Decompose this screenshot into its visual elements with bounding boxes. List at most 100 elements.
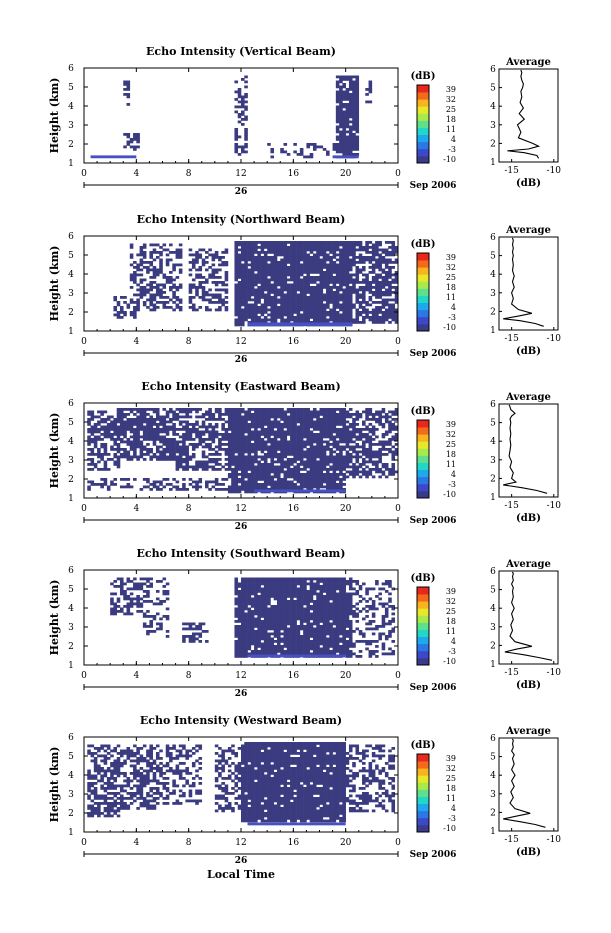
echo-cell: [254, 261, 258, 264]
echo-cell: [248, 473, 252, 476]
echo-cell: [257, 431, 261, 434]
echo-cell: [264, 311, 268, 314]
colorbar-tick-label: 25: [446, 273, 456, 282]
echo-cell: [342, 76, 346, 79]
echo-cell: [215, 478, 219, 481]
echo-cell: [140, 448, 144, 451]
colorbar-segment: [417, 420, 429, 427]
echo-cell: [192, 481, 196, 484]
echo-cell: [339, 423, 343, 426]
echo-cell: [254, 244, 258, 247]
echo-cell: [352, 91, 356, 94]
echo-cell: [182, 416, 186, 419]
echo-cell: [192, 466, 196, 469]
echo-cell: [369, 86, 373, 89]
echo-cell: [212, 431, 216, 434]
echo-cell: [270, 301, 274, 304]
echo-cell: [179, 451, 183, 454]
echo-cell: [254, 466, 258, 469]
echo-cell: [372, 416, 376, 419]
echo-cell: [228, 423, 232, 426]
echo-cell: [320, 241, 324, 244]
echo-cell: [156, 580, 160, 583]
echo-cell: [244, 585, 248, 588]
echo-cell: [270, 446, 274, 449]
echo-cell: [156, 628, 160, 631]
echo-cell: [215, 446, 219, 449]
echo-cell: [270, 451, 274, 454]
echo-cell: [234, 653, 238, 656]
echo-cell: [149, 458, 153, 461]
echo-cell: [264, 254, 268, 257]
echo-cell: [241, 279, 245, 282]
echo-cell: [349, 76, 353, 79]
echo-cell: [339, 478, 343, 481]
echo-cell: [300, 299, 304, 302]
echo-cell: [169, 279, 173, 282]
echo-cell: [323, 256, 327, 259]
echo-cell: [313, 299, 317, 302]
echo-cell: [323, 461, 327, 464]
echo-cell: [172, 446, 176, 449]
echo-cell: [91, 461, 95, 464]
echo-cell: [244, 118, 248, 121]
echo-cell: [297, 451, 301, 454]
echo-cell: [375, 241, 379, 244]
echo-cell: [342, 133, 346, 136]
echo-cell: [290, 471, 294, 474]
echo-cell: [257, 291, 261, 294]
echo-cell: [234, 269, 238, 272]
echo-cell: [231, 438, 235, 441]
echo-cell: [153, 306, 157, 309]
echo-cell: [104, 448, 108, 451]
echo-cell: [238, 481, 242, 484]
echo-cell: [290, 413, 294, 416]
echo-cell: [202, 433, 206, 436]
echo-cell: [382, 279, 386, 282]
echo-cell: [300, 279, 304, 282]
echo-cell: [287, 269, 291, 272]
echo-cell: [254, 478, 258, 481]
colorbar-segment: [417, 310, 429, 317]
echo-cell: [346, 284, 350, 287]
echo-cell: [136, 603, 140, 606]
echo-cell: [274, 453, 278, 456]
echo-cell: [313, 309, 317, 312]
echo-cell: [303, 271, 307, 274]
echo-cell: [238, 436, 242, 439]
echo-cell: [244, 289, 248, 292]
echo-cell: [388, 311, 392, 314]
echo-cell: [359, 254, 363, 257]
echo-cell: [329, 476, 333, 479]
echo-cell: [159, 251, 163, 254]
echo-cell: [251, 244, 255, 247]
echo-cell: [277, 478, 281, 481]
echo-cell: [166, 279, 170, 282]
echo-cell: [320, 251, 324, 254]
echo-cell: [306, 453, 310, 456]
echo-cell: [339, 413, 343, 416]
echo-cell: [320, 486, 324, 489]
avg-y-tick-label: 3: [490, 289, 496, 299]
echo-cell: [176, 451, 180, 454]
echo-cell: [241, 608, 245, 611]
echo-cell: [251, 306, 255, 309]
echo-cell: [248, 241, 252, 244]
echo-cell: [323, 451, 327, 454]
echo-cell: [313, 296, 317, 299]
echo-cell: [372, 418, 376, 421]
echo-cell: [346, 126, 350, 129]
echo-cell: [182, 433, 186, 436]
echo-cell: [159, 488, 163, 491]
echo-cell: [290, 294, 294, 297]
echo-cell: [277, 448, 281, 451]
echo-cell: [244, 608, 248, 611]
echo-cell: [339, 111, 343, 114]
echo-cell: [127, 603, 131, 606]
echo-cell: [274, 426, 278, 429]
echo-cell: [244, 598, 248, 601]
echo-cell: [221, 478, 225, 481]
echo-cell: [274, 433, 278, 436]
echo-cell: [192, 408, 196, 411]
echo-cell: [117, 316, 121, 319]
